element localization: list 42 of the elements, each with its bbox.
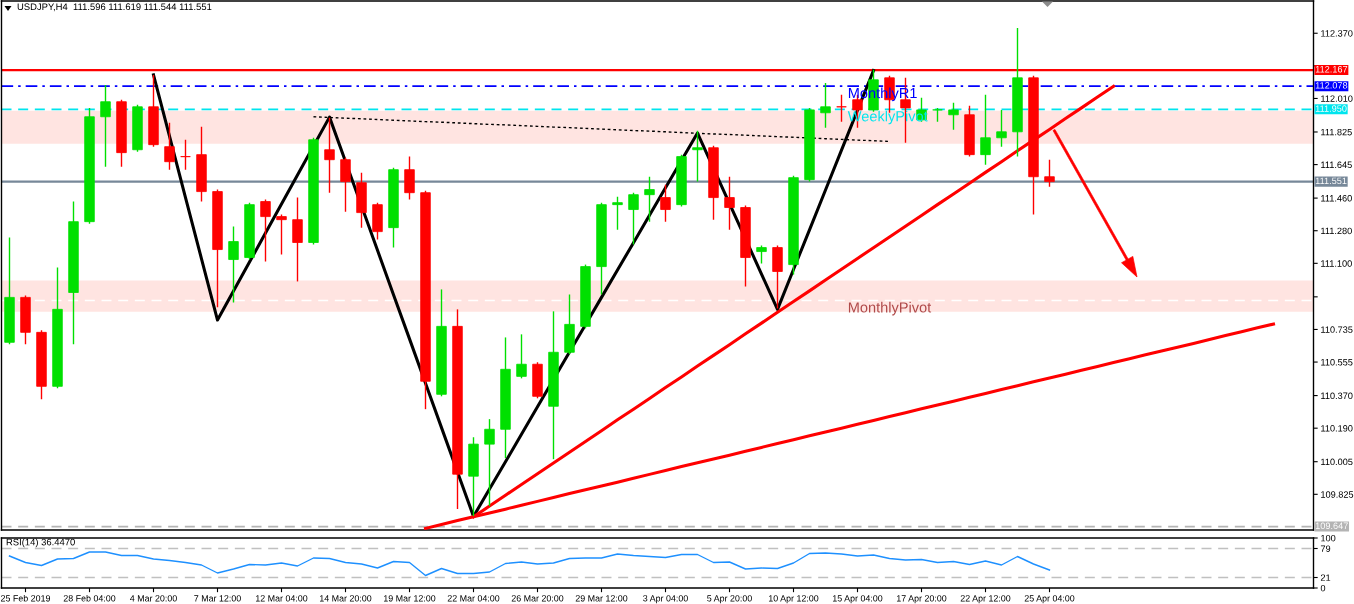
y-tick-label: 111.100 bbox=[1321, 260, 1352, 267]
y-tick-label: 112.010 bbox=[1321, 95, 1353, 102]
y-tick-label: 111.825 bbox=[1321, 128, 1352, 136]
y-tick-label: 0 bbox=[1320, 584, 1326, 592]
x-tick-label: 25 Apr 04:00 bbox=[1024, 595, 1075, 604]
x-tick-label: 5 Apr 20:00 bbox=[707, 595, 752, 604]
ref-line-label: 111.551 bbox=[1315, 177, 1347, 185]
x-tick-label: 7 Mar 12:00 bbox=[194, 595, 241, 602]
x-tick-label: 15 Apr 04:00 bbox=[832, 595, 883, 604]
y-tick-label: 110.370 bbox=[1321, 392, 1353, 399]
ref-line-label: 112.167 bbox=[1315, 65, 1348, 73]
x-tick-label: 12 Mar 04:00 bbox=[255, 595, 308, 602]
x-tick-label: 10 Apr 12:00 bbox=[768, 595, 819, 604]
ref-line-label: 111.950 bbox=[1315, 105, 1347, 112]
y-tick-label: 110.005 bbox=[1321, 458, 1353, 466]
y-tick-label: 111.280 bbox=[1321, 227, 1352, 235]
x-tick-label: 22 Apr 12:00 bbox=[960, 595, 1011, 604]
y-tick-label: 112.370 bbox=[1321, 30, 1353, 37]
ref-line-label: 109.647 bbox=[1315, 522, 1348, 530]
x-tick-label: 29 Mar 12:00 bbox=[575, 595, 628, 602]
chart-title: USDJPY,H4 111.596 111.619 111.544 111.551 bbox=[17, 3, 212, 12]
x-tick-label: 3 Apr 04:00 bbox=[643, 595, 688, 604]
y-tick-label: 100 bbox=[1321, 534, 1336, 542]
x-tick-label: 26 Mar 20:00 bbox=[511, 595, 564, 602]
y-tick-label: 111.645 bbox=[1321, 161, 1352, 168]
y-tick-label: 110.735 bbox=[1321, 326, 1353, 333]
ref-line-label: 112.078 bbox=[1315, 82, 1348, 89]
y-tick-label: 79 bbox=[1320, 545, 1331, 552]
chart-title: RSI(14) 36.4470 bbox=[6, 538, 75, 548]
x-tick-label: 17 Apr 20:00 bbox=[896, 595, 947, 604]
x-tick-label: 28 Feb 04:00 bbox=[63, 594, 116, 602]
x-tick-label: 22 Mar 04:00 bbox=[447, 595, 500, 602]
x-tick-label: 14 Mar 20:00 bbox=[319, 595, 372, 602]
x-tick-label: 19 Mar 12:00 bbox=[383, 595, 436, 602]
x-tick-label: 25 Feb 2019 bbox=[0, 594, 51, 602]
annotation: MonthlyPivot bbox=[848, 301, 932, 316]
y-tick-label: 109.825 bbox=[1321, 491, 1354, 498]
y-tick-label: 21 bbox=[1320, 574, 1331, 581]
x-tick-label: 4 Mar 20:00 bbox=[129, 595, 177, 602]
y-tick-label: 110.555 bbox=[1321, 358, 1353, 366]
y-tick-label: 111.460 bbox=[1321, 195, 1352, 202]
y-tick-label: 110.190 bbox=[1321, 425, 1353, 432]
